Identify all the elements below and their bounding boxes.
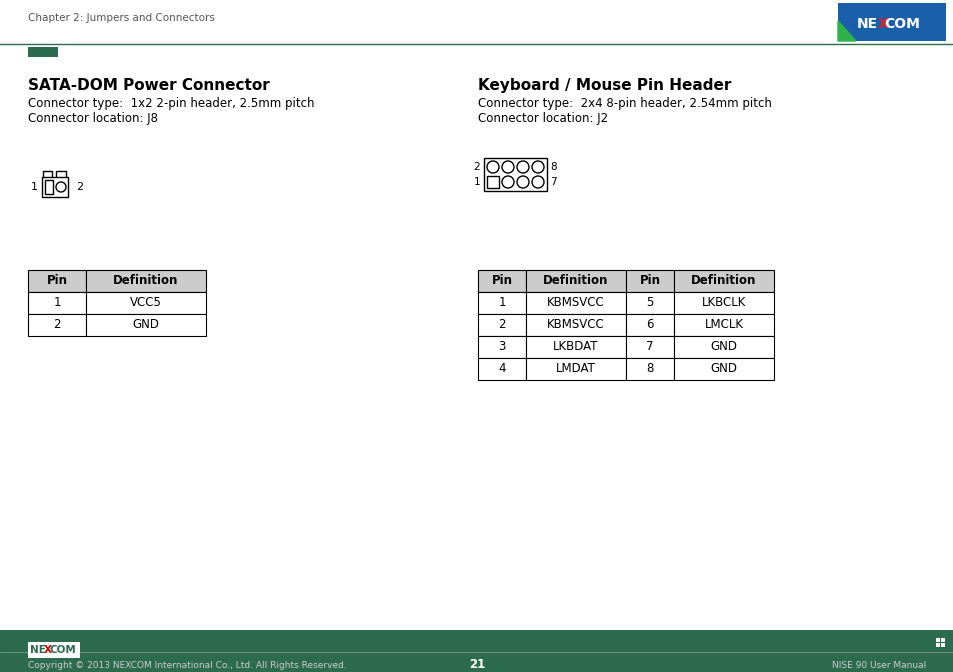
Bar <box>486 176 498 188</box>
Bar <box>625 336 673 358</box>
Circle shape <box>501 161 514 173</box>
Text: VCC5: VCC5 <box>130 296 162 310</box>
Text: NE: NE <box>30 645 46 655</box>
Text: COM: COM <box>50 645 76 655</box>
Text: Chapter 2: Jumpers and Connectors: Chapter 2: Jumpers and Connectors <box>28 13 214 23</box>
Text: KBMSVCC: KBMSVCC <box>547 296 604 310</box>
Bar <box>525 292 625 314</box>
Text: X: X <box>877 17 888 31</box>
Bar <box>673 292 773 314</box>
Bar <box>28 47 58 57</box>
Circle shape <box>517 176 529 188</box>
Bar <box>940 638 944 642</box>
Text: 2: 2 <box>473 162 479 172</box>
Bar <box>673 270 773 292</box>
Text: KBMSVCC: KBMSVCC <box>547 319 604 331</box>
Bar <box>86 292 206 314</box>
Text: COM: COM <box>883 17 919 31</box>
Bar <box>0 630 953 672</box>
Text: 4: 4 <box>497 362 505 376</box>
Bar <box>625 314 673 336</box>
Text: 2: 2 <box>497 319 505 331</box>
Text: Definition: Definition <box>543 274 608 288</box>
Text: 2: 2 <box>76 182 83 192</box>
Text: NISE 90 User Manual: NISE 90 User Manual <box>831 661 925 669</box>
Bar <box>673 336 773 358</box>
Bar <box>477 292 525 314</box>
Bar <box>483 158 546 191</box>
Bar <box>935 638 939 642</box>
Text: 8: 8 <box>645 362 653 376</box>
Text: Pin: Pin <box>491 274 512 288</box>
Bar <box>935 643 939 647</box>
Text: 1: 1 <box>473 177 479 187</box>
Text: 8: 8 <box>550 162 556 172</box>
Text: 2: 2 <box>53 319 61 331</box>
Text: Connector location: J2: Connector location: J2 <box>477 112 607 125</box>
Bar <box>673 314 773 336</box>
Bar <box>673 358 773 380</box>
Bar <box>625 270 673 292</box>
Bar <box>477 336 525 358</box>
Circle shape <box>532 161 543 173</box>
Text: SATA-DOM Power Connector: SATA-DOM Power Connector <box>28 78 270 93</box>
Text: LMDAT: LMDAT <box>556 362 596 376</box>
Text: NE: NE <box>856 17 877 31</box>
Polygon shape <box>837 21 855 41</box>
Bar <box>525 314 625 336</box>
Bar <box>28 642 80 658</box>
Circle shape <box>532 176 543 188</box>
Text: Connector type:  1x2 2-pin header, 2.5mm pitch: Connector type: 1x2 2-pin header, 2.5mm … <box>28 97 314 110</box>
Bar <box>837 3 945 41</box>
Text: 1: 1 <box>30 182 38 192</box>
Circle shape <box>486 161 498 173</box>
Text: 6: 6 <box>645 319 653 331</box>
Text: Definition: Definition <box>691 274 756 288</box>
Text: 1: 1 <box>497 296 505 310</box>
Text: 7: 7 <box>550 177 556 187</box>
Circle shape <box>56 182 66 192</box>
Text: GND: GND <box>710 341 737 353</box>
Bar <box>525 358 625 380</box>
Text: Keyboard / Mouse Pin Header: Keyboard / Mouse Pin Header <box>477 78 731 93</box>
Text: Pin: Pin <box>639 274 659 288</box>
Bar <box>28 292 86 314</box>
Text: GND: GND <box>132 319 159 331</box>
Bar <box>477 270 525 292</box>
Bar <box>45 180 53 194</box>
Text: 5: 5 <box>645 296 653 310</box>
Bar <box>940 643 944 647</box>
Bar <box>625 358 673 380</box>
Text: LKBDAT: LKBDAT <box>553 341 598 353</box>
Text: Definition: Definition <box>113 274 178 288</box>
Text: Copyright © 2013 NEXCOM International Co., Ltd. All Rights Reserved.: Copyright © 2013 NEXCOM International Co… <box>28 661 346 669</box>
Text: Pin: Pin <box>47 274 68 288</box>
Bar <box>477 358 525 380</box>
Text: 7: 7 <box>645 341 653 353</box>
Bar <box>477 314 525 336</box>
Text: 3: 3 <box>497 341 505 353</box>
Text: LKBCLK: LKBCLK <box>701 296 745 310</box>
Bar <box>86 314 206 336</box>
Text: Connector location: J8: Connector location: J8 <box>28 112 158 125</box>
Bar <box>625 292 673 314</box>
Text: 1: 1 <box>53 296 61 310</box>
Bar <box>525 270 625 292</box>
Bar <box>42 177 68 197</box>
Bar <box>525 336 625 358</box>
Bar <box>86 270 206 292</box>
Bar <box>28 314 86 336</box>
Bar <box>28 270 86 292</box>
Text: X: X <box>44 645 52 655</box>
Circle shape <box>501 176 514 188</box>
Text: LMCLK: LMCLK <box>703 319 742 331</box>
Circle shape <box>517 161 529 173</box>
Text: GND: GND <box>710 362 737 376</box>
Text: Connector type:  2x4 8-pin header, 2.54mm pitch: Connector type: 2x4 8-pin header, 2.54mm… <box>477 97 771 110</box>
Text: 21: 21 <box>468 659 485 671</box>
